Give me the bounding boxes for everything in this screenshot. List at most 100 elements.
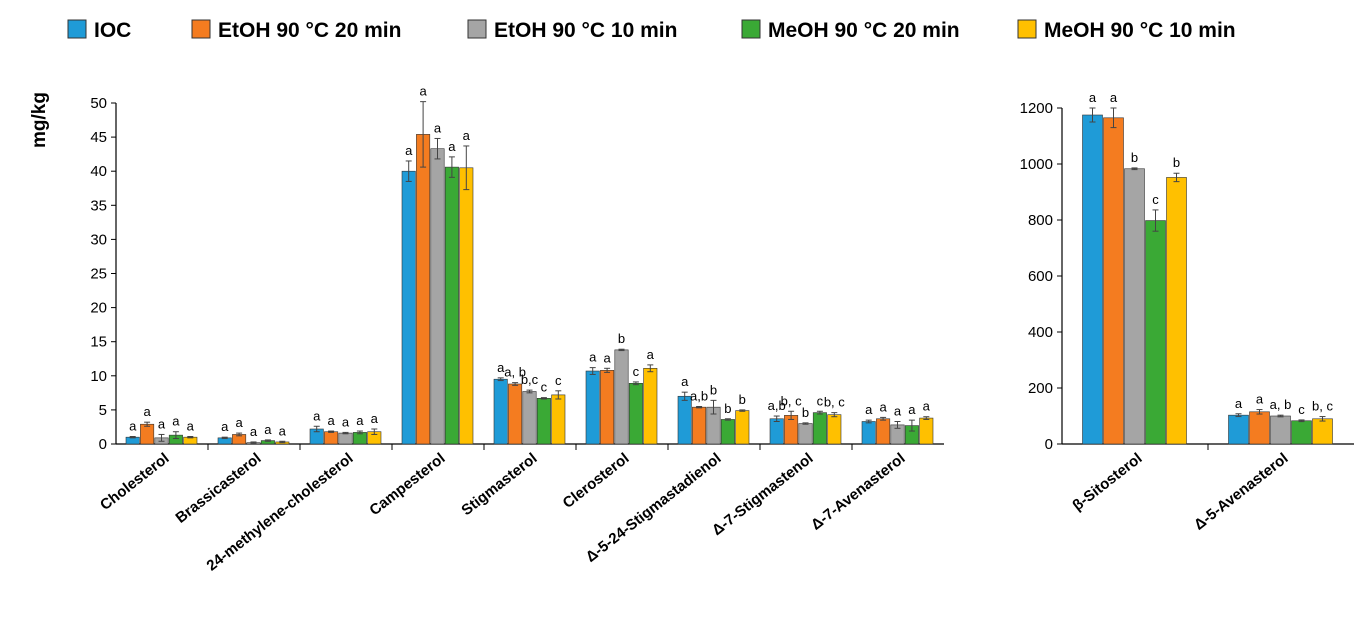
significance-letter: a: [419, 84, 427, 99]
significance-letter: a: [279, 423, 287, 438]
significance-letter: a: [327, 413, 335, 428]
bar-meoh-90-c-10-min: [919, 417, 934, 445]
significance-letter: b, c: [824, 395, 845, 410]
significance-letter: a: [1235, 396, 1243, 411]
bar-etoh-90-c-10-min: [614, 349, 629, 445]
significance-letter: a: [264, 422, 272, 437]
bar-meoh-90-c-20-min: [444, 166, 459, 445]
y-tick-label: 40: [90, 163, 107, 180]
y-tick-label: 1200: [1020, 100, 1053, 117]
significance-letter: a: [172, 414, 180, 429]
significance-letter: a: [497, 360, 505, 375]
significance-letter: b, c: [1312, 399, 1333, 414]
legend-swatch-meoh-90-c-20-min: [741, 19, 761, 39]
y-tick-label: 600: [1028, 268, 1053, 285]
bar-etoh-90-c-10-min: [522, 391, 537, 445]
legend-label-etoh-90-c-20-min: EtOH 90 °C 20 min: [218, 19, 401, 42]
legend-swatch-etoh-90-c-10-min: [467, 19, 487, 39]
significance-letter: a: [448, 139, 456, 154]
significance-letter: a: [371, 411, 379, 426]
significance-letter: b: [1173, 155, 1180, 170]
bar-ioc: [493, 378, 508, 445]
bar-etoh-90-c-20-min: [600, 370, 615, 445]
bar-meoh-90-c-10-min: [827, 414, 842, 445]
bar-meoh-90-c-10-min: [1312, 418, 1333, 445]
bar-meoh-90-c-20-min: [536, 398, 551, 445]
bar-meoh-90-c-10-min: [459, 167, 474, 445]
bar-meoh-90-c-10-min: [735, 410, 750, 445]
bar-etoh-90-c-10-min: [338, 432, 353, 445]
bar-etoh-90-c-20-min: [1103, 117, 1124, 445]
significance-letter: a: [313, 408, 321, 423]
y-tick-label: 5: [99, 402, 107, 419]
significance-letter: a, b: [1270, 397, 1292, 412]
bar-etoh-90-c-20-min: [508, 383, 523, 445]
significance-letter: a: [235, 415, 243, 430]
legend: IOC EtOH 90 °C 20 min EtOH 90 °C 10 min MeO…: [67, 19, 1236, 42]
bar-etoh-90-c-10-min: [430, 148, 445, 445]
bar-ioc: [401, 170, 416, 445]
significance-letter: a: [434, 120, 442, 135]
category-label-5-avenasterol: Δ-5-Avenasterol: [1191, 450, 1292, 534]
bar-etoh-90-c-10-min: [1270, 415, 1291, 445]
bar-meoh-90-c-20-min: [720, 419, 735, 445]
significance-letter: a: [865, 402, 873, 417]
legend-swatch-etoh-90-c-20-min: [191, 19, 211, 39]
bar-ioc: [585, 370, 600, 445]
significance-letter: a: [405, 143, 413, 158]
y-tick-label: 30: [90, 231, 107, 248]
significance-letter: c: [541, 380, 548, 395]
significance-letter: a,b: [768, 398, 786, 413]
y-tick-label: 200: [1028, 380, 1053, 397]
category-label-brassicasterol: Brassicasterol: [173, 450, 265, 527]
category-label-7-stigmastenol: Δ-7-Stigmastenol: [709, 450, 817, 539]
bar-etoh-90-c-10-min: [798, 423, 813, 445]
legend-label-etoh-90-c-10-min: EtOH 90 °C 10 min: [494, 19, 677, 42]
significance-letter: b: [739, 392, 746, 407]
bar-etoh-90-c-10-min: [1124, 168, 1145, 445]
category-label-campesterol: Campesterol: [366, 450, 448, 519]
bar-etoh-90-c-20-min: [416, 134, 431, 445]
category-label-clerosterol: Clerosterol: [560, 450, 633, 512]
y-tick-label: 50: [90, 95, 107, 112]
y-tick-label: 45: [90, 129, 107, 146]
significance-letter: a: [879, 399, 887, 414]
significance-letter: a: [250, 424, 258, 439]
bar-meoh-90-c-20-min: [628, 383, 643, 445]
y-tick-label: 400: [1028, 324, 1053, 341]
bar-etoh-90-c-20-min: [876, 418, 891, 445]
y-tick-label: 0: [99, 436, 107, 453]
significance-letter: c: [817, 393, 824, 408]
bar-etoh-90-c-20-min: [140, 423, 155, 445]
y-tick-label: 15: [90, 334, 107, 351]
bar-meoh-90-c-10-min: [551, 394, 566, 445]
y-tick-label: 10: [90, 368, 107, 385]
bar-ioc: [861, 421, 876, 445]
significance-letter: b,c: [521, 372, 539, 387]
significance-letter: a: [129, 418, 137, 433]
category-label-sitosterol: β-Sitosterol: [1069, 450, 1145, 515]
bar-ioc: [769, 418, 784, 445]
legend-swatch-ioc: [67, 19, 87, 39]
significance-letter: a,b: [690, 388, 708, 403]
y-tick-label: 20: [90, 300, 107, 317]
significance-letter: a: [1110, 90, 1118, 105]
significance-letter: a: [1256, 392, 1264, 407]
significance-letter: c: [1298, 402, 1305, 417]
y-tick-label: 25: [90, 266, 107, 283]
significance-letter: a: [603, 350, 611, 365]
bar-meoh-90-c-10-min: [1166, 177, 1187, 445]
significance-letter: a: [1089, 90, 1097, 105]
significance-letter: a: [356, 413, 364, 428]
y-axis-label: mg/kg: [29, 92, 50, 148]
legend-swatch-meoh-90-c-10-min: [1017, 19, 1037, 39]
legend-label-meoh-90-c-20-min: MeOH 90 °C 20 min: [768, 19, 960, 42]
significance-letter: b: [1131, 150, 1138, 165]
category-label-24-methylene-cholesterol: 24-methylene-cholesterol: [203, 450, 356, 575]
significance-letter: a: [681, 374, 689, 389]
significance-letter: a: [923, 399, 931, 414]
significance-letter: b: [802, 405, 809, 420]
category-label-7-avenasterol: Δ-7-Avenasterol: [808, 450, 909, 534]
y-tick-label: 35: [90, 197, 107, 214]
